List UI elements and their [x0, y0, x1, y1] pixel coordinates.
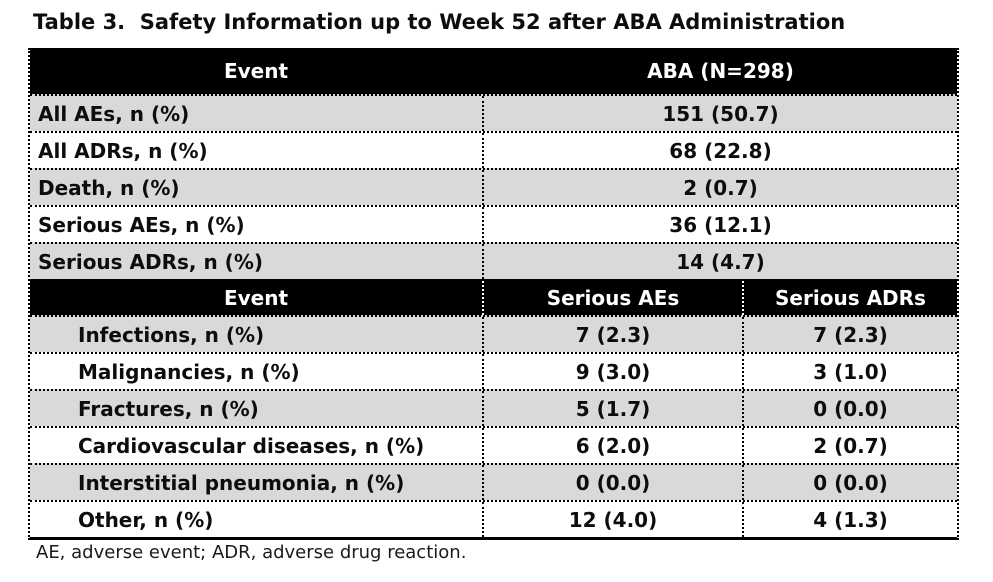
- row-label: Cardiovascular diseases, n (%): [78, 433, 425, 458]
- row-value: 14 (4.7): [482, 244, 957, 279]
- table-title: Table 3. Safety Information up to Week 5…: [33, 10, 846, 34]
- row-value-serious-aes: 7 (2.3): [482, 317, 742, 352]
- row-value: 151 (50.7): [482, 96, 957, 131]
- row-label: Death, n (%): [38, 175, 180, 200]
- table-row: Serious AEs, n (%) 36 (12.1): [30, 205, 957, 242]
- summary-header-aba: ABA (N=298): [647, 59, 794, 83]
- table-row: Serious ADRs, n (%) 14 (4.7): [30, 242, 957, 279]
- row-value: 2 (0.7): [482, 170, 957, 205]
- row-label: Malignancies, n (%): [78, 359, 300, 384]
- row-value-serious-aes: 0 (0.0): [482, 465, 742, 500]
- summary-header-event: Event: [223, 59, 289, 83]
- summary-header-row: Event ABA (N=298): [30, 48, 957, 94]
- row-value-serious-aes: 9 (3.0): [482, 354, 742, 389]
- row-value-serious-aes: 6 (2.0): [482, 428, 742, 463]
- row-label: All ADRs, n (%): [38, 138, 208, 163]
- detail-header-row: Event Serious AEs Serious ADRs: [30, 279, 957, 315]
- table-row: Malignancies, n (%) 9 (3.0) 3 (1.0): [30, 352, 957, 389]
- table-row: All ADRs, n (%) 68 (22.8): [30, 131, 957, 168]
- row-value: 36 (12.1): [482, 207, 957, 242]
- row-value-serious-adrs: 0 (0.0): [742, 391, 957, 426]
- row-label: Interstitial pneumonia, n (%): [78, 470, 405, 495]
- row-label: Infections, n (%): [78, 322, 265, 347]
- table-row: Death, n (%) 2 (0.7): [30, 168, 957, 205]
- row-value-serious-adrs: 0 (0.0): [742, 465, 957, 500]
- table-row: Interstitial pneumonia, n (%) 0 (0.0) 0 …: [30, 463, 957, 500]
- row-value-serious-adrs: 3 (1.0): [742, 354, 957, 389]
- table-row: Cardiovascular diseases, n (%) 6 (2.0) 2…: [30, 426, 957, 463]
- row-value-serious-aes: 12 (4.0): [482, 502, 742, 537]
- table-row: Infections, n (%) 7 (2.3) 7 (2.3): [30, 315, 957, 352]
- row-label: Other, n (%): [78, 507, 214, 532]
- detail-header-serious-adrs: Serious ADRs: [742, 281, 957, 315]
- detail-header-event: Event: [223, 286, 289, 310]
- row-value-serious-aes: 5 (1.7): [482, 391, 742, 426]
- row-label: Serious AEs, n (%): [38, 212, 245, 237]
- detail-header-serious-aes: Serious AEs: [482, 281, 742, 315]
- row-value-serious-adrs: 4 (1.3): [742, 502, 957, 537]
- row-value-serious-adrs: 2 (0.7): [742, 428, 957, 463]
- row-label: Fractures, n (%): [78, 396, 259, 421]
- safety-table: Event ABA (N=298) All AEs, n (%) 151 (50…: [28, 48, 959, 540]
- table-row: Other, n (%) 12 (4.0) 4 (1.3): [30, 500, 957, 537]
- table-row: Fractures, n (%) 5 (1.7) 0 (0.0): [30, 389, 957, 426]
- table-row: All AEs, n (%) 151 (50.7): [30, 94, 957, 131]
- footnote: AE, adverse event; ADR, adverse drug rea…: [36, 542, 467, 563]
- row-value: 68 (22.8): [482, 133, 957, 168]
- row-label: All AEs, n (%): [38, 101, 190, 126]
- row-label: Serious ADRs, n (%): [38, 249, 263, 274]
- row-value-serious-adrs: 7 (2.3): [742, 317, 957, 352]
